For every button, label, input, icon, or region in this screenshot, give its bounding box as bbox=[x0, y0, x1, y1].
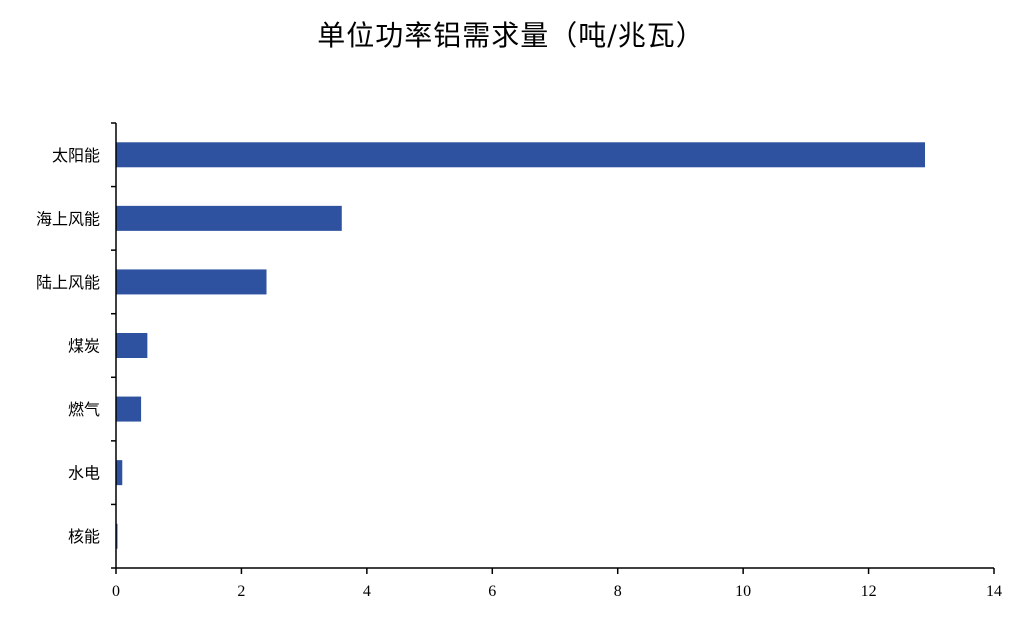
axis-layer bbox=[111, 122, 995, 574]
category-label-3: 陆上风能 bbox=[36, 273, 100, 292]
x-tick-label-5: 10 bbox=[735, 583, 751, 600]
category-label-1: 太阳能 bbox=[52, 146, 100, 165]
x-tick-label-3: 6 bbox=[488, 583, 496, 600]
bar-5 bbox=[116, 396, 142, 422]
bar-3 bbox=[116, 269, 267, 295]
category-label-2: 海上风能 bbox=[36, 209, 100, 228]
x-tick-label-4: 8 bbox=[614, 583, 622, 600]
x-tick-label-2: 4 bbox=[363, 583, 371, 600]
category-label-4: 煤炭 bbox=[68, 337, 100, 356]
x-tick-label-7: 14 bbox=[986, 583, 1002, 600]
category-label-5: 燃气 bbox=[68, 400, 100, 419]
category-label-6: 水电 bbox=[68, 464, 100, 483]
bar-1 bbox=[116, 142, 926, 168]
bar-6 bbox=[116, 460, 123, 486]
category-label-7: 核能 bbox=[68, 527, 100, 546]
bars-layer bbox=[116, 142, 926, 549]
chart-title: 单位功率铝需求量（吨/兆瓦） bbox=[317, 19, 705, 52]
x-tick-label-1: 2 bbox=[237, 583, 245, 600]
x-tick-label-6: 12 bbox=[861, 583, 877, 600]
x-tick-label-0: 0 bbox=[112, 583, 120, 600]
bar-2 bbox=[116, 205, 342, 231]
bar-4 bbox=[116, 333, 148, 358]
